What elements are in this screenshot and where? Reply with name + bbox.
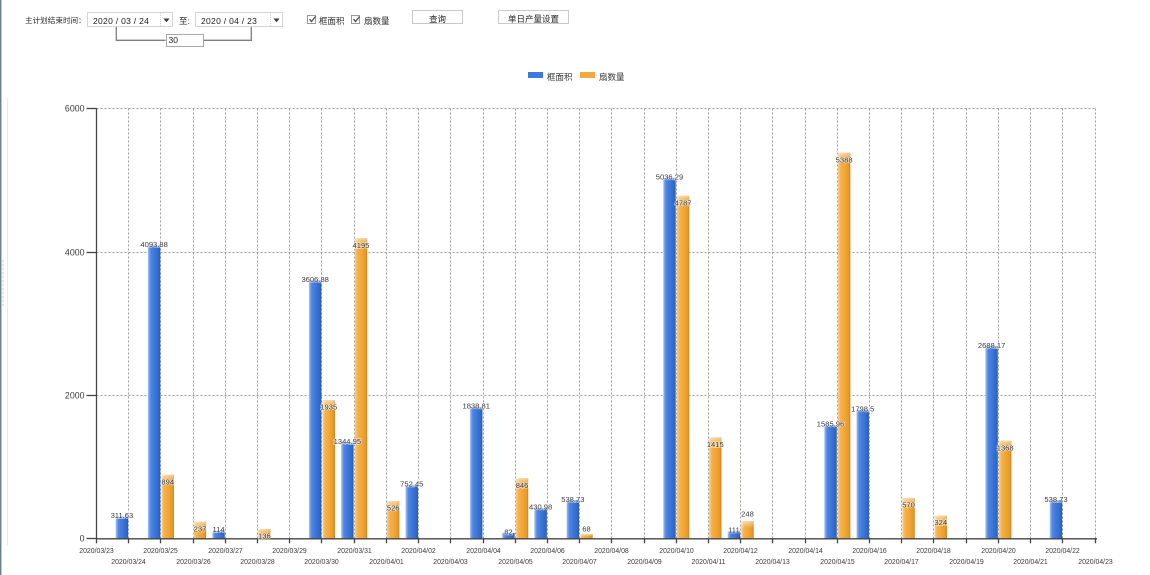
svg-text:5388: 5388 xyxy=(836,155,853,164)
svg-text:2020/04/11: 2020/04/11 xyxy=(692,559,726,566)
svg-text:82: 82 xyxy=(504,528,512,537)
svg-text:4093.88: 4093.88 xyxy=(140,240,167,249)
svg-text:2020/04/03: 2020/04/03 xyxy=(433,559,468,566)
svg-text:2020/03/28: 2020/03/28 xyxy=(240,559,275,566)
svg-text:2020/04/04: 2020/04/04 xyxy=(466,548,501,555)
svg-text:2000: 2000 xyxy=(65,391,85,401)
svg-text:114: 114 xyxy=(212,525,224,534)
svg-text:111: 111 xyxy=(728,525,740,534)
svg-text:2688.17: 2688.17 xyxy=(978,341,1005,350)
svg-text:2020/04/08: 2020/04/08 xyxy=(594,548,629,555)
svg-text:4000: 4000 xyxy=(65,248,85,258)
svg-text:0: 0 xyxy=(80,534,85,544)
svg-text:2020/04/21: 2020/04/21 xyxy=(1013,559,1048,566)
svg-text:752.45: 752.45 xyxy=(400,479,423,488)
svg-text:2020/03/23: 2020/03/23 xyxy=(79,548,114,555)
svg-text:1415: 1415 xyxy=(707,440,724,449)
svg-text:570: 570 xyxy=(902,501,915,510)
svg-text:430.98: 430.98 xyxy=(529,503,552,512)
svg-text:2020/04/15: 2020/04/15 xyxy=(820,559,855,566)
svg-text:2020/04/07: 2020/04/07 xyxy=(562,559,597,566)
svg-text:2020/04/19: 2020/04/19 xyxy=(949,559,984,566)
svg-text:846: 846 xyxy=(516,481,529,490)
svg-text:136: 136 xyxy=(258,532,271,541)
svg-text:2020/03/31: 2020/03/31 xyxy=(337,548,372,555)
svg-text:2020/03/27: 2020/03/27 xyxy=(208,548,243,555)
svg-text:248: 248 xyxy=(741,510,754,519)
svg-text:2020/03/30: 2020/03/30 xyxy=(304,559,339,566)
svg-text:526: 526 xyxy=(387,504,400,513)
svg-text:2020/04/17: 2020/04/17 xyxy=(884,559,919,566)
svg-text:3606.88: 3606.88 xyxy=(301,275,328,284)
svg-text:1344.95: 1344.95 xyxy=(334,437,361,446)
svg-text:1838.81: 1838.81 xyxy=(462,402,489,411)
svg-text:2020/04/12: 2020/04/12 xyxy=(723,548,758,555)
svg-text:2020/03/24: 2020/03/24 xyxy=(111,559,146,566)
svg-text:2020/04/05: 2020/04/05 xyxy=(498,559,533,566)
svg-text:2020/04/16: 2020/04/16 xyxy=(852,548,887,555)
svg-text:68: 68 xyxy=(582,525,590,534)
svg-text:1368: 1368 xyxy=(997,443,1014,452)
svg-text:2020/04/01: 2020/04/01 xyxy=(369,559,404,566)
svg-text:2020/04/20: 2020/04/20 xyxy=(981,548,1016,555)
svg-text:2020/04/18: 2020/04/18 xyxy=(916,548,951,555)
svg-text:2020/03/29: 2020/03/29 xyxy=(272,548,307,555)
svg-text:324: 324 xyxy=(934,518,947,527)
svg-text:1585.96: 1585.96 xyxy=(817,420,844,429)
svg-text:894: 894 xyxy=(161,477,174,486)
svg-text:2020/04/02: 2020/04/02 xyxy=(401,548,436,555)
svg-text:1935: 1935 xyxy=(320,403,337,412)
svg-text:2020/04/23: 2020/04/23 xyxy=(1078,559,1113,566)
svg-text:538.73: 538.73 xyxy=(1044,495,1067,504)
svg-text:2020/04/14: 2020/04/14 xyxy=(788,548,823,555)
svg-text:311.63: 311.63 xyxy=(111,511,134,520)
svg-text:237: 237 xyxy=(194,524,207,533)
svg-text:2020/04/22: 2020/04/22 xyxy=(1045,548,1080,555)
svg-text:5036.29: 5036.29 xyxy=(656,172,683,181)
svg-text:2020/04/13: 2020/04/13 xyxy=(755,559,790,566)
svg-text:6000: 6000 xyxy=(65,104,85,114)
svg-text:1798.5: 1798.5 xyxy=(851,405,874,414)
svg-text:2020/04/06: 2020/04/06 xyxy=(530,548,565,555)
svg-text:4195: 4195 xyxy=(353,241,370,250)
svg-text:2020/03/26: 2020/03/26 xyxy=(176,559,211,566)
svg-text:2020/04/10: 2020/04/10 xyxy=(659,548,694,555)
svg-text:2020/04/09: 2020/04/09 xyxy=(627,559,662,566)
svg-text:2020/03/25: 2020/03/25 xyxy=(143,548,178,555)
svg-text:4787: 4787 xyxy=(675,198,692,207)
svg-text:538.73: 538.73 xyxy=(561,495,584,504)
